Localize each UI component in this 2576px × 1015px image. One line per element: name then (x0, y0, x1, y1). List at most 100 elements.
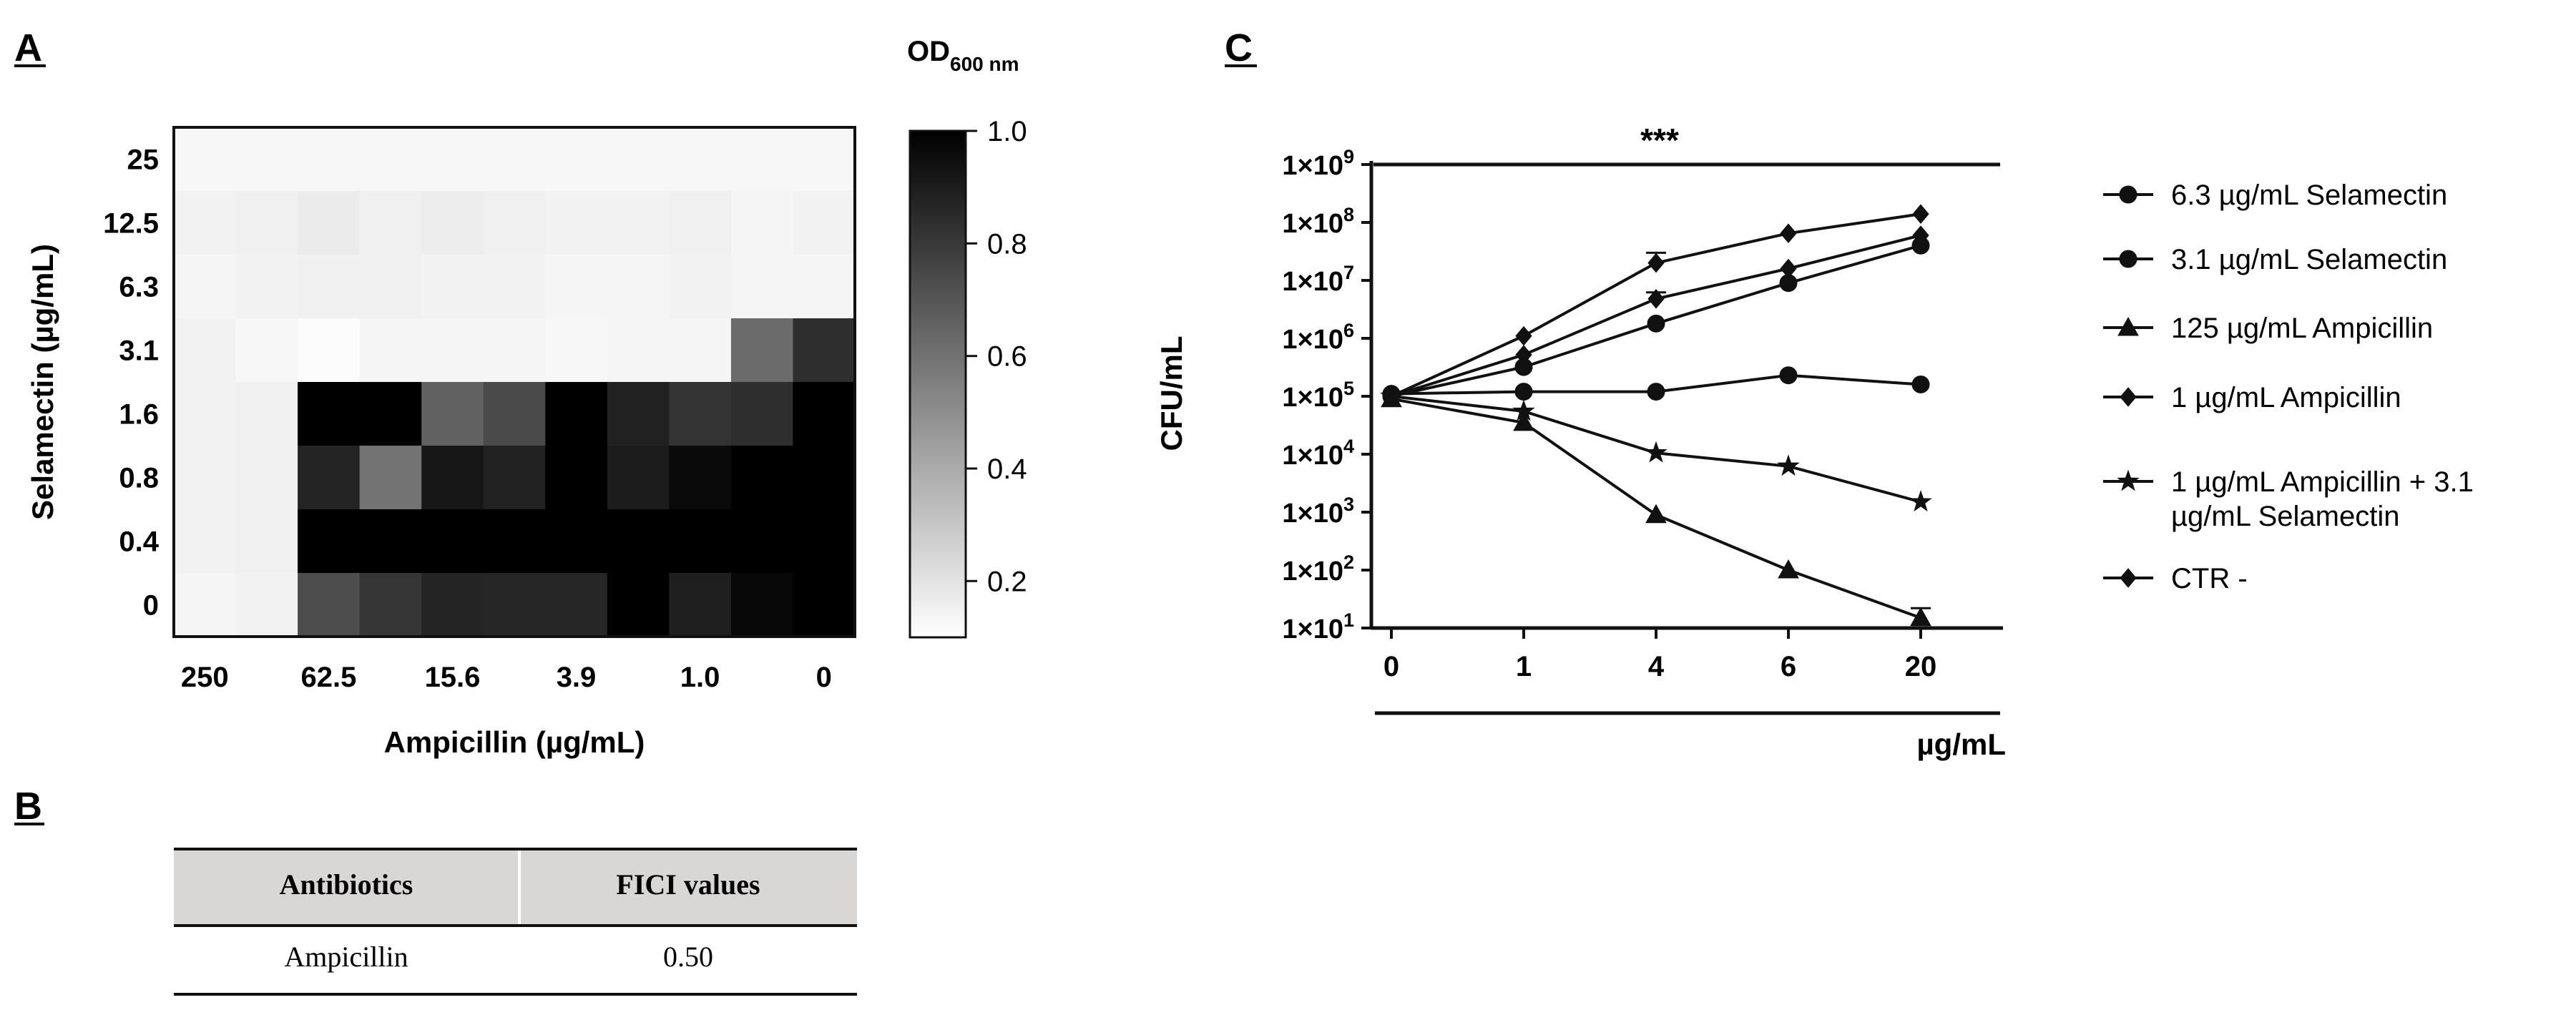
heatmap-cell (421, 191, 484, 255)
heatmap-cell (483, 446, 546, 510)
y-tick-label-exponent: 5 (1343, 378, 1354, 399)
y-tick-label-exponent: 7 (1343, 262, 1354, 283)
heatmap-cell (174, 509, 237, 574)
data-point (1778, 559, 1799, 579)
data-point (1909, 490, 1932, 512)
heatmap-cell (483, 573, 546, 637)
colorbar-tick-label: 0.6 (987, 341, 1027, 373)
heatmap-cell (730, 446, 794, 510)
heatmap-cell (545, 255, 608, 319)
data-point (1780, 258, 1797, 279)
heatmap-cell (235, 509, 298, 574)
y-tick-label: 1×107 (1282, 262, 1354, 297)
panel-label-c: C (1225, 26, 1253, 69)
heatmap-cells (174, 127, 856, 637)
heatmap-cell (730, 191, 794, 255)
legend-label: 1 µg/mL Ampicillin + 3.1 (2171, 466, 2474, 498)
heatmap-cell (669, 509, 732, 574)
heatmap-cell (607, 318, 670, 383)
colorbar-gradient (909, 129, 967, 639)
heatmap-cell (607, 191, 670, 255)
y-tick-label-base: 1×10 (1282, 499, 1343, 529)
heatmap-cell (669, 127, 732, 192)
y-tick-label-exponent: 9 (1343, 146, 1354, 167)
data-point (1512, 399, 1535, 421)
heatmap-cell (793, 255, 856, 319)
heatmap-x-tick-label: 250 (181, 662, 229, 693)
heatmap-cell (174, 127, 237, 192)
heatmap-y-tick-label: 25 (127, 144, 160, 176)
data-point (1779, 366, 1798, 385)
heatmap-cell (174, 318, 237, 383)
heatmap-cell (235, 191, 298, 255)
heatmap-y-axis-label: Selamectin (µg/mL) (26, 244, 59, 520)
heatmap-cell (545, 191, 608, 255)
data-point (1647, 383, 1665, 401)
table-cell-antibiotic: Ampicillin (284, 941, 408, 973)
heatmap-cell (359, 191, 422, 255)
heatmap-cell (174, 446, 237, 510)
heatmap-cell (730, 382, 794, 446)
y-tick-label-base: 1×10 (1282, 556, 1343, 587)
heatmap-cell (545, 318, 608, 383)
heatmap-cell (793, 446, 856, 510)
y-tick-label: 1×106 (1282, 320, 1354, 355)
heatmap-cell (421, 382, 484, 446)
x-tick-label: 0 (1384, 651, 1399, 682)
heatmap-frame (172, 126, 856, 638)
heatmap-cell (359, 318, 422, 383)
table-header-antibiotics: Antibiotics (280, 868, 413, 901)
y-tick-label-base: 1×10 (1282, 267, 1343, 297)
heatmap-cell (359, 573, 422, 637)
x-tick-label: 1 (1516, 651, 1532, 682)
data-point (1645, 504, 1667, 524)
heatmap-cell (730, 573, 794, 637)
legend-marker (2117, 316, 2139, 336)
heatmap-cell (298, 191, 361, 255)
colorbar: 1.0 0.8 0.6 0.4 0.2 OD600 nm (907, 36, 1027, 639)
heatmap-y-ticks: 25 12.5 6.3 3.1 1.6 0.8 0.4 0 (103, 144, 160, 622)
colorbar-title: OD600 nm (907, 36, 1019, 75)
colorbar-ticks: 1.0 0.8 0.6 0.4 0.2 (966, 116, 1027, 597)
colorbar-title-main: OD (907, 36, 950, 67)
table-header-background (174, 849, 857, 926)
heatmap-x-tick-label: 3.9 (557, 662, 597, 693)
y-tick-label: 1×101 (1282, 609, 1354, 644)
data-point (1515, 325, 1532, 346)
data-point (1780, 223, 1797, 243)
heatmap-cell (730, 255, 794, 319)
heatmap-cell (235, 127, 298, 192)
legend-marker (2120, 387, 2137, 407)
heatmap-cell (607, 446, 670, 510)
heatmap-cell (483, 318, 546, 383)
legend-marker (2117, 469, 2140, 491)
heatmap-cell (793, 573, 856, 637)
heatmap-cell (793, 127, 856, 192)
heatmap-y-tick-label: 3.1 (119, 335, 159, 367)
heatmap-cell (730, 318, 794, 383)
heatmap-y-tick-label: 0 (143, 590, 159, 622)
legend-label: 3.1 µg/mL Selamectin (2171, 244, 2447, 275)
heatmap-x-ticks: 250 62.5 15.6 3.9 1.0 0 (181, 662, 832, 693)
heatmap-cell (607, 573, 670, 637)
heatmap-cell (235, 382, 298, 446)
heatmap-cell (421, 255, 484, 319)
colorbar-tick-label: 0.4 (987, 453, 1027, 485)
y-tick-label: 1×104 (1282, 436, 1354, 471)
heatmap-cell (483, 191, 546, 255)
heatmap-cell (669, 446, 732, 510)
heatmap-x-tick-label: 1.0 (680, 662, 720, 693)
legend-marker (2119, 250, 2137, 268)
heatmap-cell (793, 318, 856, 383)
data-point (1912, 225, 1929, 245)
data-point (1777, 454, 1800, 476)
series-lines (1391, 212, 1921, 619)
panel-label-a: A (14, 26, 42, 69)
y-tick-label-exponent: 4 (1343, 436, 1354, 457)
heatmap: 250 62.5 15.6 3.9 1.0 0 25 12.5 6.3 3.1 1.6 0.8 0.4… (26, 126, 856, 759)
colorbar-tick-label: 0.8 (987, 228, 1027, 260)
y-tick-label-exponent: 3 (1343, 494, 1354, 515)
heatmap-cell (298, 318, 361, 383)
heatmap-cell (235, 255, 298, 319)
heatmap-x-tick-label: 0 (816, 662, 832, 693)
